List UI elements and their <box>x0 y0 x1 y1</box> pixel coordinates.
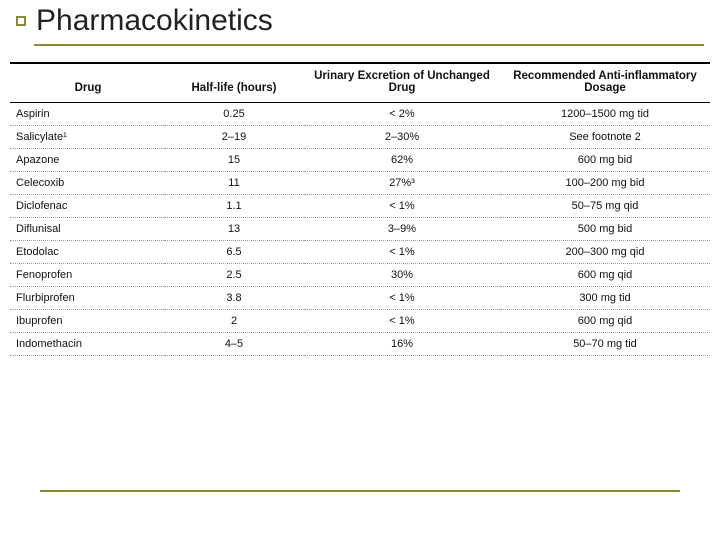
col-header-dosage: Recommended Anti-inflammatory Dosage <box>500 63 710 103</box>
cell-drug: Ibuprofen <box>10 310 164 333</box>
table-row: Celecoxib 11 27%³ 100–200 mg bid <box>10 172 710 195</box>
cell-urinary: 16% <box>304 333 500 356</box>
table-row: Etodolac 6.5 < 1% 200–300 mg qid <box>10 241 710 264</box>
cell-drug: Fenoprofen <box>10 264 164 287</box>
cell-dosage: 500 mg bid <box>500 218 710 241</box>
pharmacokinetics-table-wrap: Drug Half-life (hours) Urinary Excretion… <box>10 62 710 356</box>
cell-half-life: 11 <box>164 172 304 195</box>
cell-dosage: 50–70 mg tid <box>500 333 710 356</box>
cell-dosage: 100–200 mg bid <box>500 172 710 195</box>
table-row: Diflunisal 13 3–9% 500 mg bid <box>10 218 710 241</box>
table-row: Apazone 15 62% 600 mg bid <box>10 149 710 172</box>
cell-urinary: < 1% <box>304 195 500 218</box>
cell-urinary: 62% <box>304 149 500 172</box>
cell-dosage: 600 mg qid <box>500 310 710 333</box>
title-accent-square <box>16 16 26 26</box>
cell-dosage: 600 mg qid <box>500 264 710 287</box>
cell-half-life: 2–19 <box>164 126 304 149</box>
cell-drug: Aspirin <box>10 103 164 126</box>
cell-dosage: 600 mg bid <box>500 149 710 172</box>
page-title: Pharmacokinetics <box>36 4 273 38</box>
cell-drug: Apazone <box>10 149 164 172</box>
cell-urinary: < 1% <box>304 310 500 333</box>
cell-drug: Etodolac <box>10 241 164 264</box>
cell-drug: Flurbiprofen <box>10 287 164 310</box>
cell-drug: Diflunisal <box>10 218 164 241</box>
pharmacokinetics-table: Drug Half-life (hours) Urinary Excretion… <box>10 62 710 356</box>
cell-dosage: 200–300 mg qid <box>500 241 710 264</box>
table-body: Aspirin 0.25 < 2% 1200–1500 mg tid Salic… <box>10 103 710 356</box>
cell-drug: Salicylate¹ <box>10 126 164 149</box>
cell-half-life: 2 <box>164 310 304 333</box>
cell-urinary: 3–9% <box>304 218 500 241</box>
cell-half-life: 6.5 <box>164 241 304 264</box>
table-header: Drug Half-life (hours) Urinary Excretion… <box>10 63 710 103</box>
cell-urinary: < 1% <box>304 287 500 310</box>
title-underline <box>34 44 704 46</box>
cell-urinary: 27%³ <box>304 172 500 195</box>
cell-drug: Indomethacin <box>10 333 164 356</box>
cell-drug: Diclofenac <box>10 195 164 218</box>
table-row: Ibuprofen 2 < 1% 600 mg qid <box>10 310 710 333</box>
table-row: Diclofenac 1.1 < 1% 50–75 mg qid <box>10 195 710 218</box>
cell-dosage: See footnote 2 <box>500 126 710 149</box>
cell-urinary: 30% <box>304 264 500 287</box>
cell-half-life: 4–5 <box>164 333 304 356</box>
bottom-rule <box>40 490 680 492</box>
cell-dosage: 1200–1500 mg tid <box>500 103 710 126</box>
cell-half-life: 13 <box>164 218 304 241</box>
cell-urinary: < 2% <box>304 103 500 126</box>
table-row: Salicylate¹ 2–19 2–30% See footnote 2 <box>10 126 710 149</box>
cell-half-life: 15 <box>164 149 304 172</box>
cell-half-life: 1.1 <box>164 195 304 218</box>
cell-half-life: 2.5 <box>164 264 304 287</box>
table-row: Fenoprofen 2.5 30% 600 mg qid <box>10 264 710 287</box>
col-header-drug: Drug <box>10 63 164 103</box>
cell-urinary: 2–30% <box>304 126 500 149</box>
col-header-urinary: Urinary Excretion of Unchanged Drug <box>304 63 500 103</box>
cell-half-life: 0.25 <box>164 103 304 126</box>
cell-half-life: 3.8 <box>164 287 304 310</box>
cell-urinary: < 1% <box>304 241 500 264</box>
cell-dosage: 50–75 mg qid <box>500 195 710 218</box>
col-header-half-life: Half-life (hours) <box>164 63 304 103</box>
cell-dosage: 300 mg tid <box>500 287 710 310</box>
table-row: Indomethacin 4–5 16% 50–70 mg tid <box>10 333 710 356</box>
table-row: Aspirin 0.25 < 2% 1200–1500 mg tid <box>10 103 710 126</box>
table-row: Flurbiprofen 3.8 < 1% 300 mg tid <box>10 287 710 310</box>
cell-drug: Celecoxib <box>10 172 164 195</box>
